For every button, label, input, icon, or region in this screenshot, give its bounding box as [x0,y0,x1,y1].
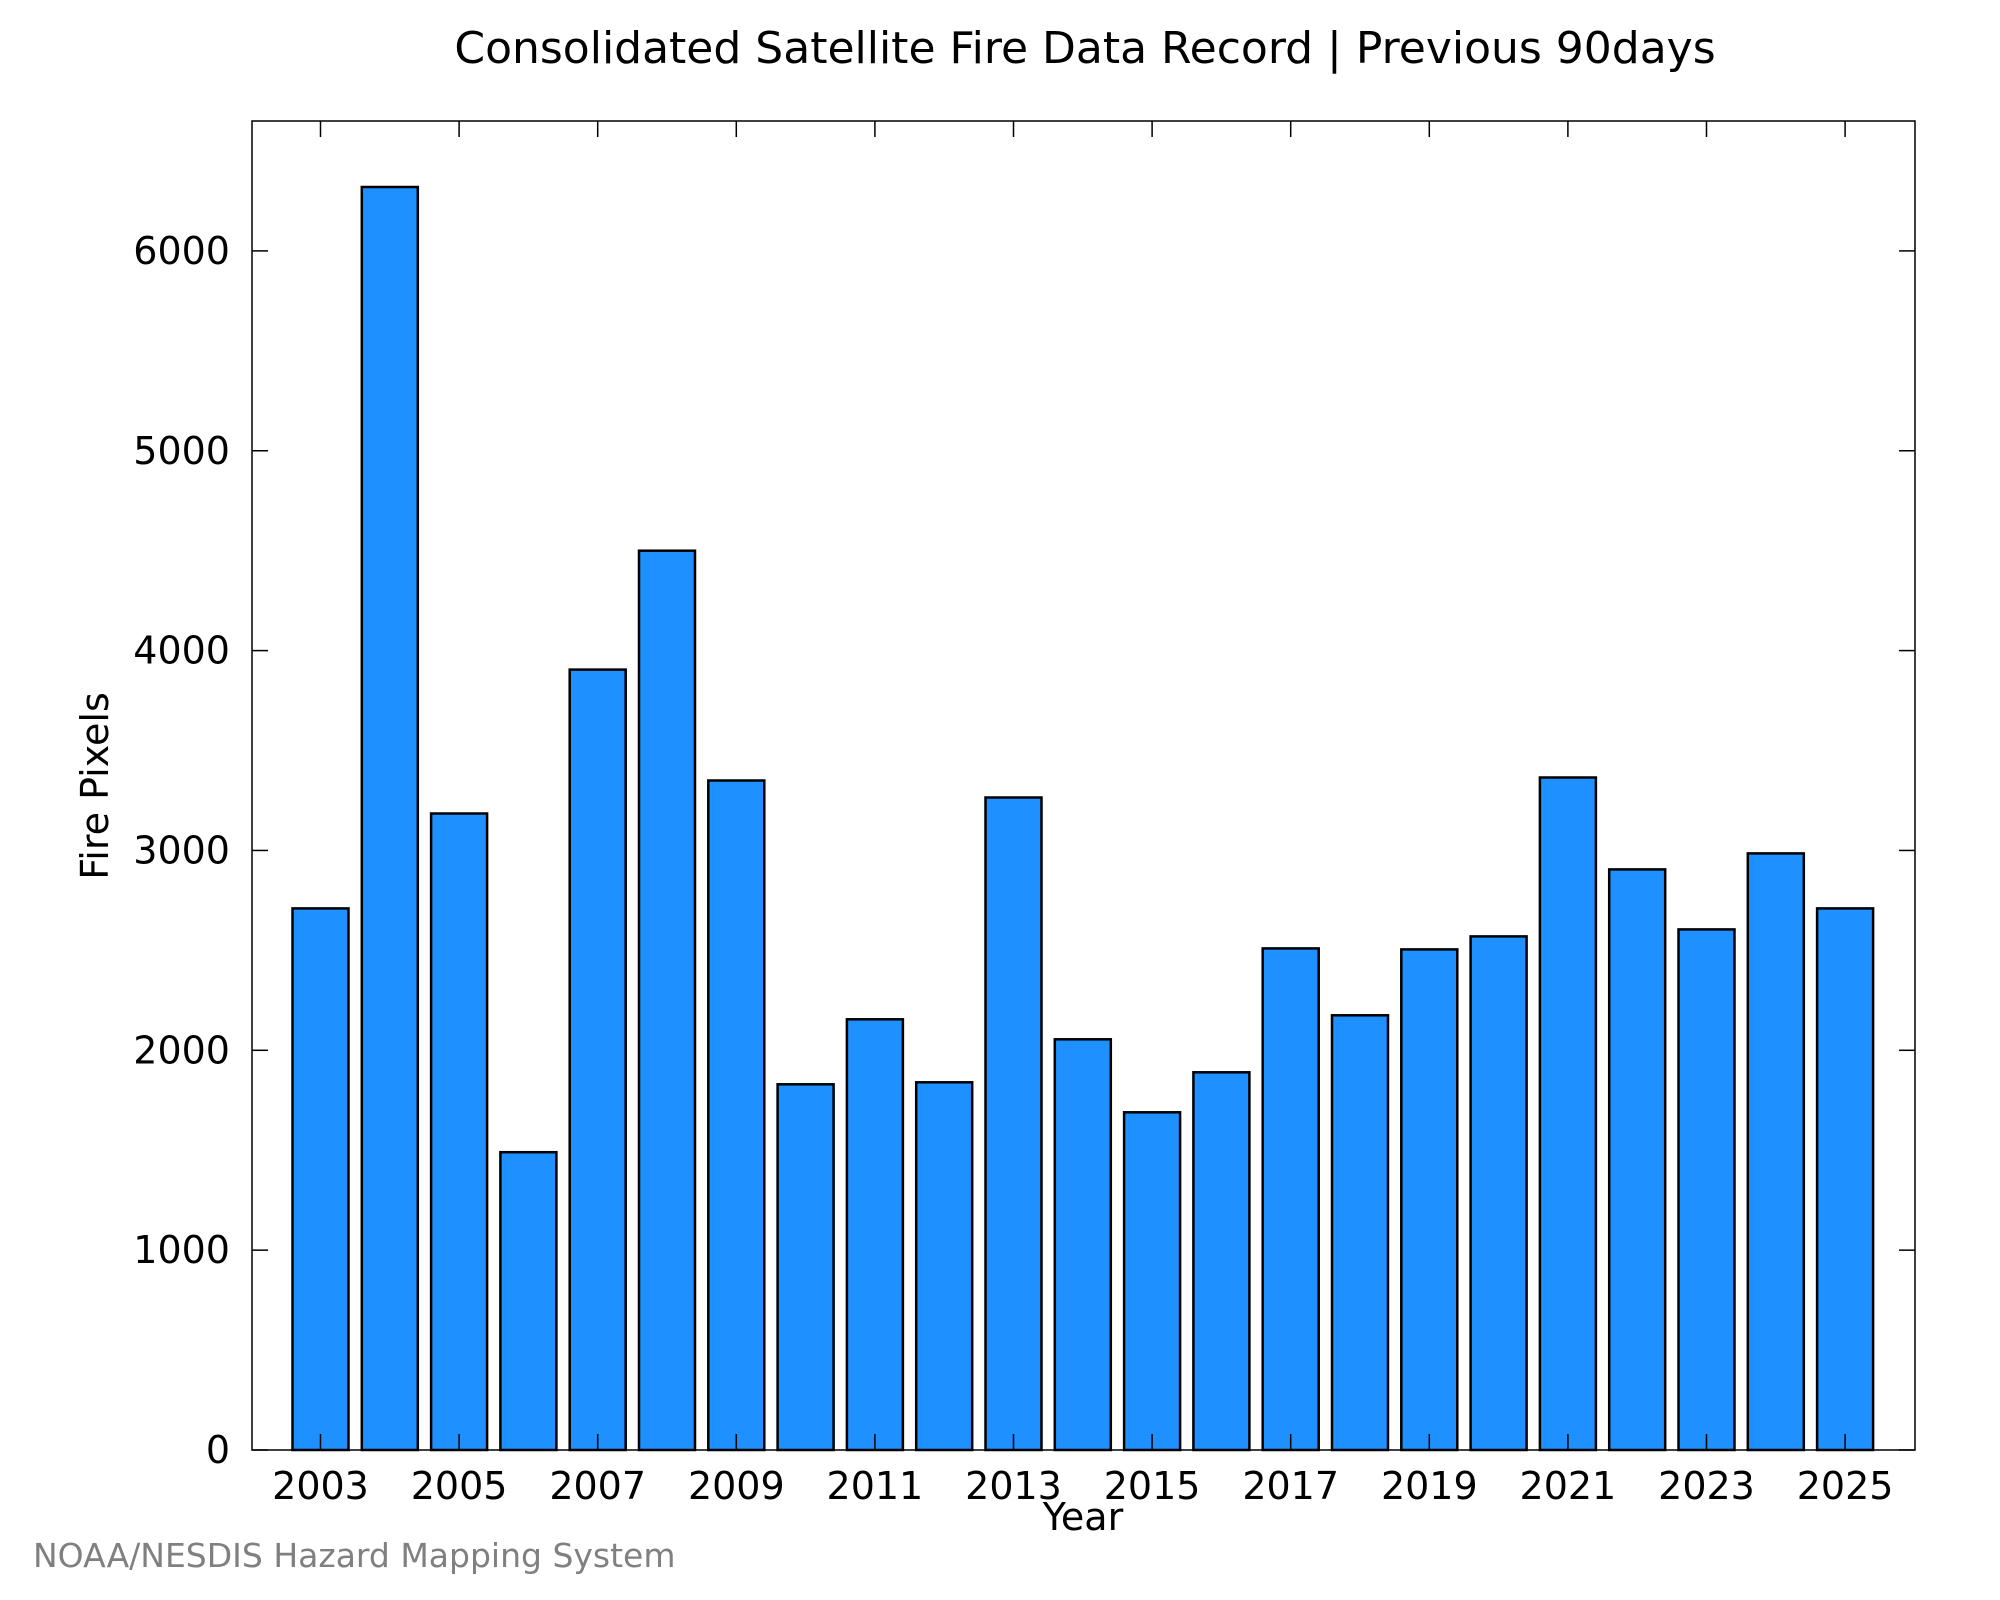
x-tick-label: 2003 [272,1464,369,1508]
bar-2019 [1400,948,1459,1452]
x-axis-label: Year [1042,1495,1124,1539]
y-tick-label: 6000 [133,229,230,273]
ticks-layer: 0 1000 2000 3000 4000 5000 6000 2003 2005 2007 200… [133,121,1915,1508]
chart-title: Consolidated Satellite Fire Data Record … [454,23,1715,74]
bar-2025 [1815,907,1875,1452]
x-tick-label: 2009 [688,1464,785,1508]
bar-2017 [1261,947,1320,1452]
x-tick-label: 2005 [411,1464,508,1508]
bar-2010 [776,1083,835,1452]
plot-frame [251,120,1916,1451]
bar-2018 [1330,1014,1390,1452]
bar-2023 [1677,928,1736,1452]
y-tick-label: 4000 [133,629,230,673]
bar-2003 [291,907,350,1452]
x-tick-label: 2021 [1520,1464,1617,1508]
y-tick-label: 3000 [133,829,230,873]
source-credit: NOAA/NESDIS Hazard Mapping System [33,1536,676,1575]
x-tick-label: 2007 [549,1464,646,1508]
bar-2015 [1122,1111,1182,1452]
bars-layer [291,185,1875,1452]
x-tick-label: 2011 [827,1464,924,1508]
y-tick-label: 5000 [133,429,230,473]
bar-2006 [499,1150,558,1452]
x-tick-label: 2015 [1104,1464,1201,1508]
x-tick-label: 2025 [1797,1464,1894,1508]
y-tick-label: 0 [206,1428,230,1472]
bar-2005 [429,812,489,1452]
x-tick-label: 2017 [1242,1464,1339,1508]
y-tick-label: 2000 [133,1028,230,1072]
bar-2016 [1192,1071,1251,1452]
x-tick-label: 2019 [1381,1464,1478,1508]
bar-2011 [845,1018,905,1452]
bar-2020 [1469,935,1528,1452]
bar-2009 [707,779,766,1452]
bar-2013 [984,796,1043,1452]
x-tick-label: 2023 [1658,1464,1755,1508]
bar-2008 [637,549,697,1452]
bar-2007 [568,668,627,1452]
bar-2012 [914,1081,974,1452]
y-tick-label: 1000 [133,1228,230,1272]
bar-2024 [1746,852,1806,1452]
bar-2004 [360,185,420,1452]
bar-2021 [1538,776,1598,1452]
y-axis-label: Fire Pixels [73,692,117,880]
bar-2014 [1053,1038,1113,1452]
x-tick-label: 2013 [965,1464,1062,1508]
bar-2022 [1607,868,1667,1452]
